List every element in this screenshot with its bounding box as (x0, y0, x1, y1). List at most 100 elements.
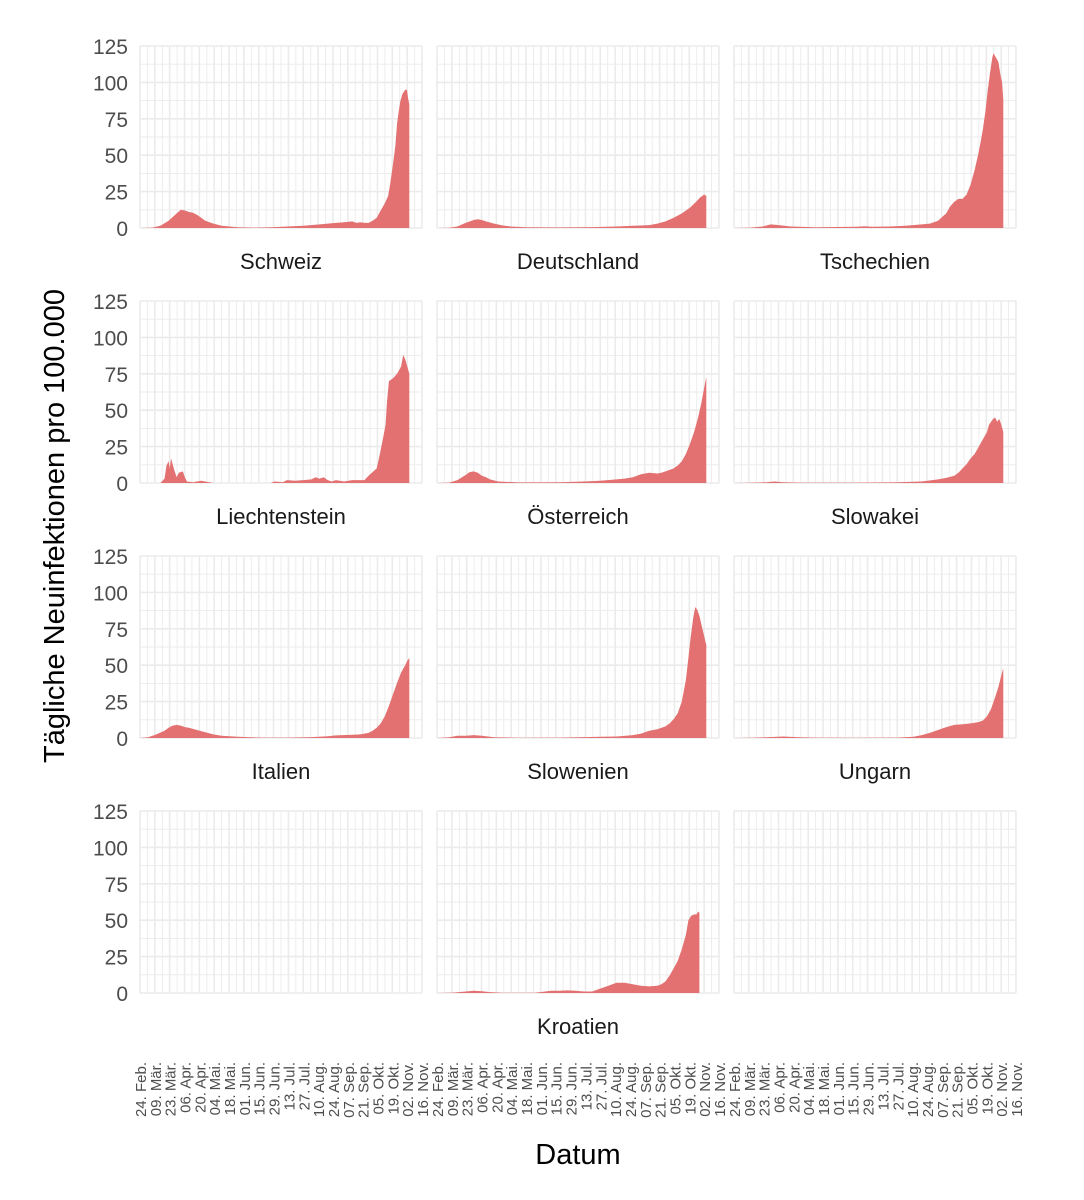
y-tick-label: 100 (93, 582, 128, 605)
x-tick-label: 24. Aug. (920, 1062, 937, 1117)
x-tick-label: 01. Jun. (831, 1062, 848, 1115)
panel-10: 0 25 50 75 100 125 (93, 801, 423, 1006)
x-tick-label: 06. Apr. (772, 1062, 789, 1113)
panel-4: 0 25 50 75 100 125 Liechtenstein (93, 291, 423, 529)
x-tick-label: 19. Okt. (682, 1062, 699, 1115)
y-tick-label: 25 (105, 437, 128, 460)
area-series (437, 607, 707, 738)
x-tick-label: 21. Sep. (356, 1062, 373, 1118)
area-series (734, 417, 1004, 483)
area-series (437, 194, 707, 228)
panel-label: Schweiz (240, 249, 322, 274)
x-tick-label: 27. Jul. (296, 1062, 313, 1110)
y-tick-label: 50 (105, 910, 128, 933)
panel-11: Kroatien (436, 810, 720, 1039)
x-tick-label: 07. Sep. (935, 1062, 952, 1118)
x-tick-label: 21. Sep. (950, 1062, 967, 1118)
x-tick-label: 18. Mai. (816, 1062, 833, 1115)
panel-3: Tschechien (733, 45, 1017, 274)
x-tick-label: 16. Nov. (1009, 1062, 1026, 1117)
x-tick-label: 13. Jul. (281, 1062, 298, 1110)
area-series (140, 354, 410, 483)
x-tick-label: 01. Jun. (237, 1062, 254, 1115)
x-tick-label: 24. Aug. (623, 1062, 640, 1117)
panels-layer: 0 25 50 75 100 125 Schweiz Deutschland Tschechie… (93, 36, 1026, 1118)
area-series (140, 89, 410, 228)
x-tick-label: 02. Nov. (994, 1062, 1011, 1117)
y-tick-label: 75 (105, 874, 128, 897)
panel-7: 0 25 50 75 100 125 Italien (93, 546, 423, 784)
x-tick-label: 13. Jul. (875, 1062, 892, 1110)
x-tick-label: 06. Apr. (475, 1062, 492, 1113)
y-tick-label: 125 (93, 36, 128, 59)
y-tick-label: 0 (116, 473, 128, 496)
x-tick-label: 23. Mär. (757, 1062, 774, 1116)
x-tick-label: 24. Feb. (430, 1062, 447, 1117)
x-tick-label: 15. Jun. (549, 1062, 566, 1115)
x-axis-title: Datum (535, 1139, 620, 1171)
y-tick-label: 50 (105, 655, 128, 678)
area-series (140, 657, 410, 738)
x-tick-label: 02. Nov. (697, 1062, 714, 1117)
x-tick-label: 07. Sep. (341, 1062, 358, 1118)
x-tick-label: 16. Nov. (712, 1062, 729, 1117)
x-tick-label: 09. Mär. (742, 1062, 759, 1116)
x-tick-label: 10. Aug. (608, 1062, 625, 1117)
y-tick-label: 125 (93, 546, 128, 569)
x-tick-label: 23. Mär. (163, 1062, 180, 1116)
y-tick-label: 75 (105, 364, 128, 387)
x-tick-label: 24. Feb. (727, 1062, 744, 1117)
x-tick-label: 05. Okt. (965, 1062, 982, 1115)
x-tick-label: 29. Jun. (861, 1062, 878, 1115)
x-tick-label: 06. Apr. (178, 1062, 195, 1113)
x-tick-label: 21. Sep. (653, 1062, 670, 1118)
panel-label: Kroatien (537, 1014, 619, 1039)
area-series (734, 53, 1004, 228)
x-tick-label: 27. Jul. (890, 1062, 907, 1110)
x-tick-label: 04. Mai. (207, 1062, 224, 1115)
panel-label: Slowenien (527, 759, 629, 784)
area-series (437, 911, 700, 993)
x-tick-label: 24. Feb. (133, 1062, 150, 1117)
y-tick-label: 50 (105, 400, 128, 423)
area-series (734, 668, 1004, 738)
x-tick-label: 04. Mai. (504, 1062, 521, 1115)
x-axis-col-1: 24. Feb.09. Mär.23. Mär.06. Apr.20. Apr.… (133, 1062, 432, 1118)
panel-label: Slowakei (831, 504, 919, 529)
x-tick-label: 05. Okt. (371, 1062, 388, 1115)
y-tick-label: 25 (105, 947, 128, 970)
panel-2: Deutschland (436, 45, 720, 274)
panel-12 (733, 810, 1017, 994)
x-tick-label: 13. Jul. (578, 1062, 595, 1110)
x-tick-label: 16. Nov. (415, 1062, 432, 1117)
x-axis-col-3: 24. Feb.09. Mär.23. Mär.06. Apr.20. Apr.… (727, 1062, 1026, 1118)
x-tick-label: 01. Jun. (534, 1062, 551, 1115)
panel-6: Slowakei (733, 300, 1017, 529)
x-tick-label: 29. Jun. (267, 1062, 284, 1115)
x-tick-label: 19. Okt. (385, 1062, 402, 1115)
x-tick-label: 20. Apr. (192, 1062, 209, 1113)
y-tick-label: 0 (116, 983, 128, 1006)
x-tick-label: 24. Aug. (326, 1062, 343, 1117)
panel-label: Österreich (527, 504, 628, 529)
x-tick-label: 10. Aug. (905, 1062, 922, 1117)
x-tick-label: 18. Mai. (222, 1062, 239, 1115)
y-tick-label: 0 (116, 218, 128, 241)
x-axis-col-2: 24. Feb.09. Mär.23. Mär.06. Apr.20. Apr.… (430, 1062, 729, 1118)
x-tick-label: 02. Nov. (400, 1062, 417, 1117)
x-tick-label: 20. Apr. (786, 1062, 803, 1113)
panel-9: Ungarn (733, 555, 1017, 784)
x-tick-label: 15. Jun. (846, 1062, 863, 1115)
x-tick-label: 23. Mär. (460, 1062, 477, 1116)
x-tick-label: 04. Mai. (801, 1062, 818, 1115)
panel-label: Italien (252, 759, 311, 784)
y-tick-label: 25 (105, 692, 128, 715)
x-tick-label: 05. Okt. (668, 1062, 685, 1115)
y-tick-label: 75 (105, 619, 128, 642)
panel-5: Österreich (436, 300, 720, 529)
y-tick-label: 50 (105, 145, 128, 168)
area-series (437, 376, 707, 483)
x-tick-label: 19. Okt. (979, 1062, 996, 1115)
panel-8: Slowenien (436, 555, 720, 784)
